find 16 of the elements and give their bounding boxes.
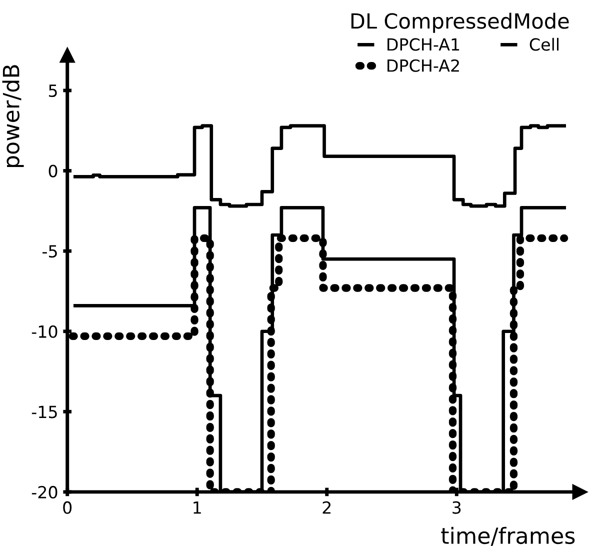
y-tick-label: -5 [42, 245, 57, 258]
x-tick-label: 1 [194, 501, 201, 514]
legend-title: DL CompressedMode [351, 12, 569, 33]
legend-label: Cell [530, 38, 559, 51]
x-tick-label: 0 [63, 501, 72, 514]
x-tick-label: 2 [322, 501, 331, 514]
x-tick-label: 3 [452, 501, 461, 514]
y-tick-label: 0 [48, 164, 58, 178]
y-tick-label: 5 [49, 84, 57, 98]
y-tick-label: -15 [32, 406, 57, 418]
x-axis-title: time/frames [441, 526, 575, 546]
y-axis-title: power/dB [2, 65, 24, 168]
legend-label: DPCH-A1 [388, 38, 460, 51]
legend-label: DPCH-A2 [388, 59, 459, 72]
y-tick-label: -20 [32, 486, 58, 499]
y-tick-label: -10 [32, 325, 58, 338]
